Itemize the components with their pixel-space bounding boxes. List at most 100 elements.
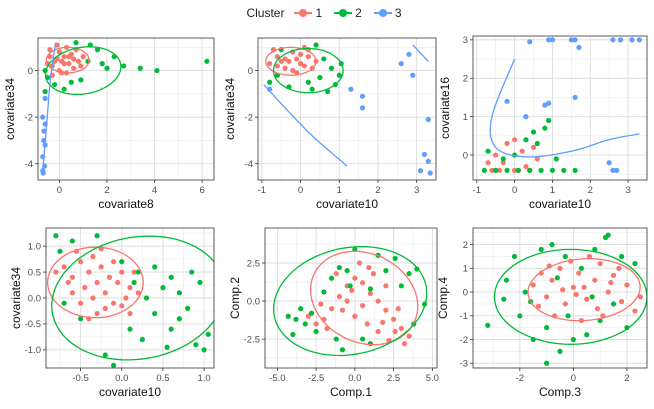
point-cluster-1 [344, 298, 350, 304]
x-tick-label: 3 [625, 185, 630, 196]
point-cluster-1 [318, 301, 324, 307]
point-cluster-2 [553, 156, 559, 162]
point-cluster-3 [546, 37, 552, 43]
panel-plot-area [46, 233, 214, 368]
x-tick-label: 2 [588, 185, 593, 196]
point-cluster-3 [267, 86, 273, 92]
point-cluster-2 [77, 316, 84, 322]
point-cluster-2 [168, 274, 174, 280]
y-tick-label: 2.5 [247, 258, 260, 269]
point-cluster-2 [302, 321, 308, 327]
point-cluster-1 [297, 51, 304, 57]
point-cluster-2 [197, 279, 203, 286]
point-cluster-2 [406, 271, 412, 277]
point-cluster-1 [59, 58, 65, 64]
point-cluster-2 [538, 246, 544, 252]
ellipse-cluster-1 [45, 46, 90, 74]
panel-1: 0 2 4 6 -4 -2 0 covariate8 covariate34 [3, 37, 215, 211]
panel-border [472, 227, 648, 369]
point-cluster-1 [71, 56, 77, 62]
point-cluster-2 [308, 310, 315, 316]
point-cluster-2 [511, 253, 518, 260]
point-cluster-3 [504, 98, 510, 104]
point-cluster-2 [578, 265, 585, 271]
point-cluster-1 [102, 290, 108, 296]
point-cluster-1 [336, 293, 342, 300]
point-cluster-2 [367, 341, 373, 347]
x-axis-title: Comp.1 [330, 385, 372, 399]
point-cluster-2 [61, 300, 67, 306]
point-cluster-1 [586, 253, 593, 260]
point-cluster-2 [131, 279, 137, 286]
x-tick-label: 0 [571, 373, 576, 384]
point-cluster-1 [61, 54, 67, 60]
point-cluster-2 [632, 260, 638, 267]
point-cluster-1 [581, 284, 587, 290]
point-cluster-3 [629, 37, 635, 43]
x-tick-label: 4 [152, 185, 157, 196]
point-cluster-2 [139, 336, 145, 343]
point-cluster-1 [584, 296, 590, 302]
point-cluster-2 [554, 275, 560, 281]
point-cluster-2 [94, 233, 100, 239]
y-tick-label: -4 [245, 159, 253, 170]
point-cluster-1 [597, 260, 603, 267]
legend-key-dot [339, 9, 348, 17]
panel-border [37, 37, 215, 181]
point-cluster-2 [336, 72, 342, 78]
point-cluster-2 [572, 167, 578, 173]
point-cluster-3 [614, 167, 620, 173]
point-cluster-1 [110, 259, 117, 265]
point-cluster-2 [193, 342, 199, 348]
y-tick-label: -2.5 [244, 334, 260, 345]
point-cluster-2 [522, 289, 528, 295]
point-cluster-2 [544, 325, 550, 331]
point-cluster-2 [624, 325, 630, 331]
point-cluster-1 [286, 58, 292, 64]
point-cluster-1 [313, 321, 319, 327]
point-cluster-2 [485, 148, 491, 154]
point-cluster-1 [375, 298, 381, 304]
point-cluster-3 [572, 94, 578, 101]
point-cluster-1 [637, 294, 643, 300]
x-tick-label: -1 [473, 185, 481, 196]
legend-label-2: 2 [355, 6, 362, 20]
point-cluster-1 [366, 264, 372, 271]
legend-label-1: 1 [315, 6, 323, 20]
point-cluster-3 [359, 105, 366, 111]
point-cluster-1 [77, 259, 84, 265]
point-cluster-2 [313, 328, 319, 335]
point-cluster-3 [549, 37, 556, 43]
x-tick-label: 2 [375, 185, 380, 196]
point-cluster-2 [204, 58, 210, 64]
point-cluster-1 [90, 253, 96, 260]
x-tick-label: 0 [298, 185, 303, 196]
x-tick-label: 2.5 [387, 373, 400, 384]
point-cluster-2 [515, 167, 521, 173]
curve-cluster-3 [412, 44, 429, 62]
y-tick-label: 0 [28, 66, 33, 77]
point-cluster-2 [544, 360, 550, 366]
point-cluster-2 [329, 275, 335, 281]
y-tick-label: -3 [460, 359, 468, 370]
point-cluster-2 [313, 42, 319, 48]
point-cluster-1 [267, 61, 273, 67]
gridlines [46, 228, 214, 368]
panel-background [265, 228, 437, 368]
y-tick-label: -4 [25, 159, 33, 170]
point-cluster-2 [185, 305, 191, 311]
point-cluster-2 [321, 289, 327, 295]
point-cluster-1 [512, 167, 518, 173]
point-cluster-2 [344, 268, 350, 274]
point-cluster-2 [527, 167, 533, 173]
y-tick-label: 0 [248, 66, 253, 77]
panel-background [473, 36, 647, 180]
point-cluster-1 [489, 167, 495, 173]
point-cluster-2 [328, 65, 335, 71]
point-cluster-1 [356, 260, 363, 266]
point-cluster-2 [542, 125, 548, 131]
point-cluster-1 [562, 301, 568, 307]
point-cluster-2 [584, 332, 590, 338]
y-tick-label: 0.0 [28, 293, 41, 304]
point-cluster-1 [69, 274, 75, 280]
